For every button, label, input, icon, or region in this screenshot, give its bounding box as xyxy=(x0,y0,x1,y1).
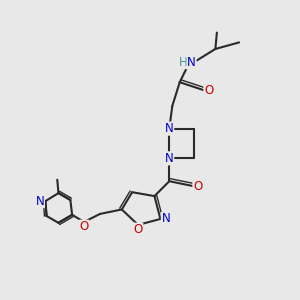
Text: O: O xyxy=(134,223,143,236)
Text: N: N xyxy=(187,56,196,69)
Text: N: N xyxy=(165,152,174,165)
Text: N: N xyxy=(161,212,170,226)
Text: O: O xyxy=(204,84,213,97)
Text: O: O xyxy=(193,180,202,193)
Text: H: H xyxy=(179,56,188,68)
Text: O: O xyxy=(80,220,88,233)
Text: N: N xyxy=(36,195,44,208)
Text: N: N xyxy=(165,122,174,135)
